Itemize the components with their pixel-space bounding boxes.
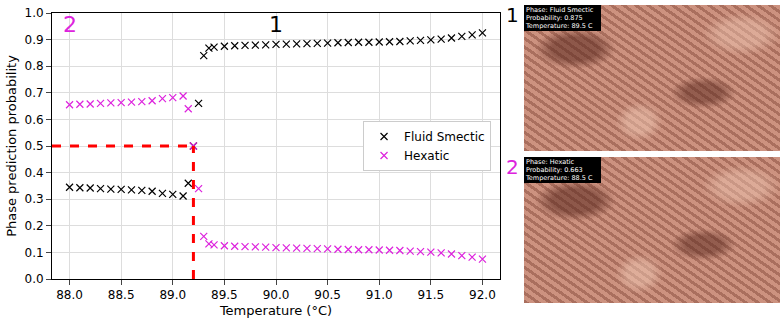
svg-text:92.0: 92.0 [469, 288, 496, 302]
svg-text:0.6: 0.6 [25, 113, 44, 127]
svg-text:91.0: 91.0 [366, 288, 393, 302]
svg-text:Fluid Smectic: Fluid Smectic [404, 130, 485, 144]
svg-text:Phase prediction probability: Phase prediction probability [4, 55, 19, 237]
svg-text:91.5: 91.5 [417, 288, 444, 302]
svg-text:0.0: 0.0 [25, 272, 44, 286]
html-text:Phase: Hexatic: Phase: Hexatic [526, 158, 575, 166]
svg-text:Hexatic: Hexatic [404, 149, 449, 163]
html-text:2: 2 [506, 155, 519, 179]
svg-text:88.5: 88.5 [108, 288, 135, 302]
svg-text:90.0: 90.0 [263, 288, 290, 302]
svg-text:88.0: 88.0 [56, 288, 83, 302]
html-text:Probability: 0.875: Probability: 0.875 [526, 14, 583, 22]
svg-text:Temperature (°C): Temperature (°C) [219, 303, 332, 318]
svg-text:1.0: 1.0 [25, 6, 44, 20]
html-text:1: 1 [506, 3, 519, 27]
svg-text:0.7: 0.7 [25, 86, 44, 100]
svg-text:0.4: 0.4 [25, 166, 44, 180]
svg-text:2: 2 [63, 12, 77, 37]
svg-text:1: 1 [269, 12, 283, 37]
svg-text:90.5: 90.5 [314, 288, 341, 302]
svg-text:0.8: 0.8 [25, 59, 44, 73]
svg-text:0.2: 0.2 [25, 219, 44, 233]
svg-text:89.5: 89.5 [211, 288, 238, 302]
svg-text:89.0: 89.0 [159, 288, 186, 302]
svg-text:0.9: 0.9 [25, 33, 44, 47]
html-text:Phase: Fluid Smectic: Phase: Fluid Smectic [526, 6, 594, 14]
html-text:Temperature: 88.5 C: Temperature: 88.5 C [526, 174, 593, 182]
html-text:Probability: 0.663: Probability: 0.663 [526, 166, 583, 174]
svg-text:0.1: 0.1 [25, 246, 44, 260]
html-text:Temperature: 89.5 C: Temperature: 89.5 C [526, 22, 593, 30]
svg-text:0.5: 0.5 [25, 139, 44, 153]
svg-text:0.3: 0.3 [25, 192, 44, 206]
